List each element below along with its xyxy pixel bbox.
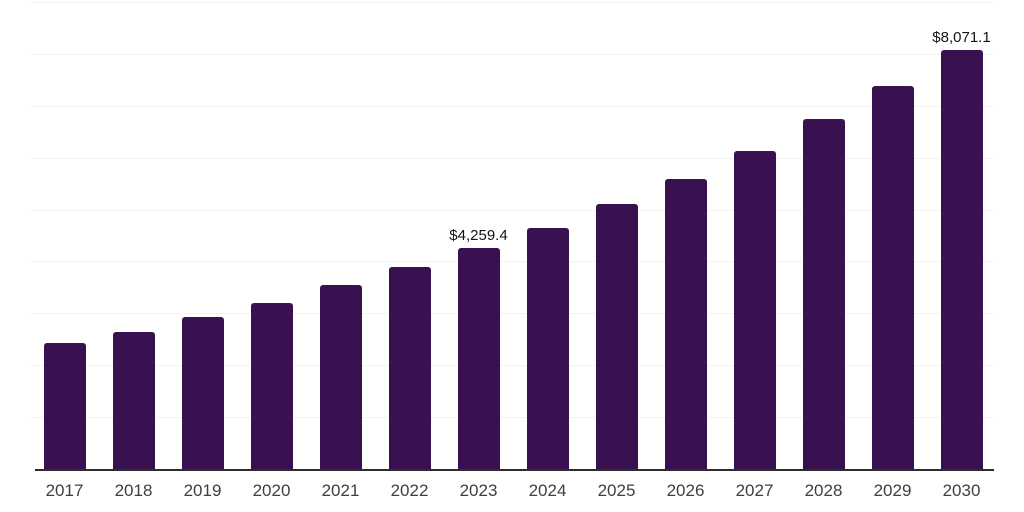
x-tick-2024: 2024	[528, 481, 567, 500]
gridline-8000	[30, 53, 993, 55]
bar-2026	[664, 178, 707, 469]
x-tick-2018: 2018	[114, 481, 153, 500]
x-tick-2027: 2027	[735, 481, 774, 500]
gridline-3000	[30, 313, 993, 315]
gridline-7000	[30, 105, 993, 107]
x-axis-line	[35, 469, 994, 471]
bar-2029	[871, 86, 914, 469]
x-tick-2021: 2021	[321, 481, 360, 500]
gridline-2000	[30, 365, 993, 367]
bar-2020	[250, 303, 293, 469]
bar-2021	[319, 285, 362, 469]
bar-2022	[388, 267, 431, 469]
x-tick-2028: 2028	[804, 481, 843, 500]
bar-2028	[802, 119, 845, 469]
gridline-1000	[30, 417, 993, 419]
bar-2023	[457, 247, 500, 469]
x-tick-2029: 2029	[873, 481, 912, 500]
x-tick-2020: 2020	[252, 481, 291, 500]
bar-2030	[940, 50, 983, 469]
bar-2017	[43, 343, 86, 469]
bar-2024	[526, 227, 569, 469]
gridline-6000	[30, 157, 993, 159]
x-tick-2022: 2022	[390, 481, 429, 500]
data-label-2023: $4,259.4	[449, 226, 508, 244]
x-tick-2023: 2023	[459, 481, 498, 500]
bar-2027	[733, 151, 776, 469]
x-tick-2019: 2019	[183, 481, 222, 500]
bar-2018	[112, 332, 155, 469]
data-label-2030: $8,071.1	[932, 29, 991, 47]
bar-2019	[181, 317, 224, 469]
bar-2025	[595, 204, 638, 469]
x-tick-2030: 2030	[942, 481, 981, 500]
x-tick-2025: 2025	[597, 481, 636, 500]
x-tick-2017: 2017	[45, 481, 84, 500]
gridline-5000	[30, 209, 993, 211]
gridline-4000	[30, 261, 993, 263]
gridline-9000	[30, 2, 993, 3]
x-tick-2026: 2026	[666, 481, 705, 500]
